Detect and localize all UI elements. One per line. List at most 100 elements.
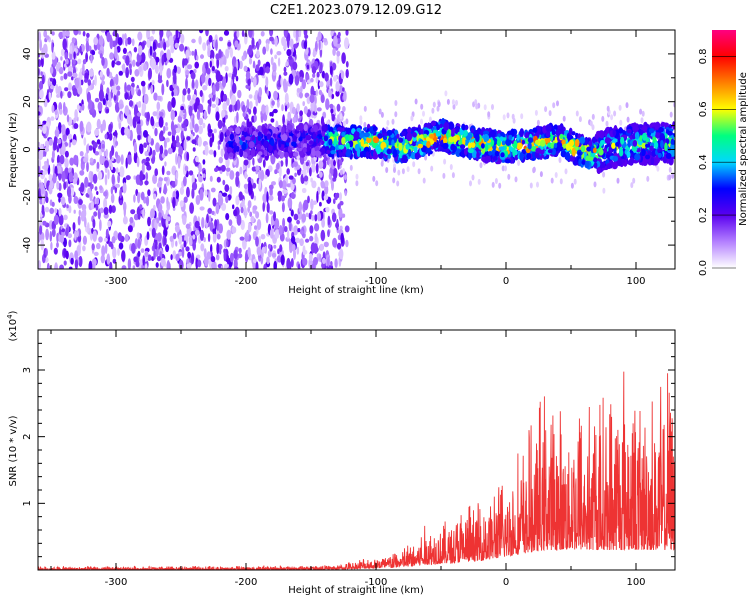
spectrogram-cell [94,97,100,103]
spectrogram-cell [38,141,41,148]
spectrogram-cell [410,115,414,122]
spectrogram-cell [255,261,259,269]
spectrogram-cell [656,165,660,172]
spectrogram-cell [318,39,321,51]
spectrogram-cell [326,149,331,155]
spectrogram-cell [68,205,72,214]
spectrogram-cell [170,43,175,54]
spectrogram-cell [439,123,443,128]
spectrogram-cell [668,174,672,181]
spectrogram-cell [436,105,440,112]
spectrogram-cell [303,199,309,211]
spectrogram-cell [196,54,199,61]
spectrogram-cell [178,234,183,245]
spectrogram-cell [223,56,227,66]
spectrogram-cell [262,46,267,55]
spectrogram-cell [132,265,136,269]
spectrogram-cell [257,125,263,132]
spectrogram-cell [125,55,130,66]
spectrogram-cell [211,262,217,269]
spectrogram-cell [180,106,184,111]
spectrogram-cell [479,162,483,169]
spectrogram-cell [60,75,64,81]
spectrogram-cell [273,211,276,222]
spectrogram-cell [114,47,118,59]
spectrogram-cell [109,261,113,269]
spectrogram-cell [192,147,196,152]
spectrogram-cell [300,230,304,235]
spectrogram-cell [507,130,513,136]
spectrogram-cell [107,220,112,228]
spectrogram-cell [99,185,103,191]
spectrogram-cell [63,101,66,112]
spectrogram-cell [144,263,148,269]
spectrogram-cell [96,139,101,145]
spectrogram-cell [355,173,359,180]
spectrogram-cell [194,229,200,236]
spectrogram-cell [281,180,287,190]
spectrogram-cell [80,79,84,86]
spectrogram-cell [104,133,108,140]
spectrogram-cell [202,64,205,75]
spectrogram-cell [261,104,266,114]
spectrogram-cell [56,241,59,248]
spectrogram-cell [255,64,260,72]
spectrogram-cell [281,140,286,145]
spectrogram-cell [53,214,60,225]
spectrogram-cell [339,159,343,166]
spectrogram-cell [142,84,146,96]
spectrogram-cell [141,41,145,50]
spectrogram-cell [202,122,206,129]
spectrogram-cell [329,103,334,109]
spectrogram-cell [63,73,68,80]
spectrogram-cell [179,43,185,52]
spectrogram-cell [207,233,211,243]
spectrogram-cell [492,144,497,150]
spectrogram-cell [111,205,116,214]
spectrogram-cell [66,204,69,209]
spectrogram-cell [131,86,135,96]
spectrogram-cell [183,196,188,203]
spectrogram-cell [159,30,164,38]
spectrogram-cell [191,38,196,44]
spectrogram-cell [605,120,609,127]
spectrogram-cell [616,177,620,184]
spectrogram-cell [305,161,310,167]
spectrogram-cell [242,104,246,113]
spectrogram-cell [96,161,100,169]
spectrogram-cell [58,182,62,192]
spectrogram-cell [277,57,281,67]
spectrogram-cell [305,212,309,217]
spectrogram-cell [203,237,206,243]
spectrogram-cell [634,131,640,140]
spectrogram-cell [185,69,190,76]
spectrogram-cell [158,203,163,213]
spectrogram-cell [145,195,150,207]
spectrogram-cell [73,51,76,60]
spectrogram-cell [154,122,160,128]
spectrogram-cell [258,236,261,246]
spectrogram-cell [455,99,458,106]
spectrogram-cell [215,203,220,215]
spectrogram-cell [571,131,576,136]
spectrogram-cell [516,134,520,141]
spectrogram-cell [111,174,115,185]
spectrogram-cell [219,248,222,255]
spectrogram-cell [319,254,322,263]
spectrogram-cell [172,196,176,209]
spectrogram-cell [114,151,119,159]
spectrogram-cell [327,215,331,226]
spectrogram-cell [205,30,209,37]
spectrogram-cell [280,195,285,202]
spectrogram-cell [166,196,169,207]
spectrogram-cell [134,104,138,117]
spectrogram-cell [82,245,86,252]
spectrogram-cell [475,103,479,110]
spectrogram-cell [108,241,113,247]
spectrogram-cell [293,43,298,49]
spectrogram-cell [222,121,226,128]
spectrogram-cell [120,126,126,136]
spectrogram-cell [625,102,629,109]
spectrogram-cell [78,255,83,268]
spectrogram-cell [226,240,229,248]
